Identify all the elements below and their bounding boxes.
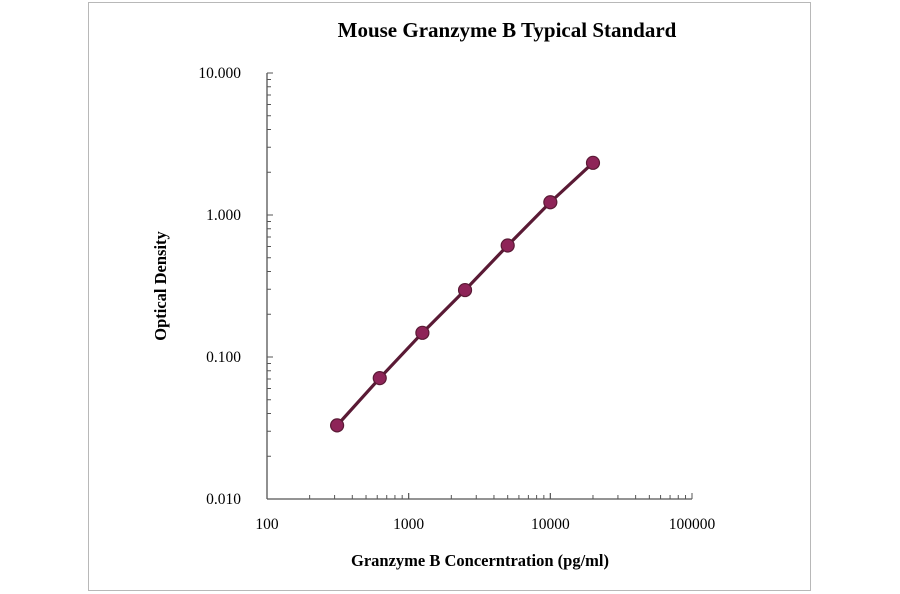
data-point <box>585 155 601 170</box>
x-tick-label: 100 <box>255 516 279 533</box>
data-point <box>500 238 515 253</box>
x-axis-label: Granzyme B Concerntration (pg/ml) <box>351 551 609 570</box>
y-tick-label: 1.000 <box>206 207 241 224</box>
x-tick-label: 10000 <box>531 516 570 533</box>
data-point <box>457 282 473 298</box>
chart-title: Mouse Granzyme B Typical Standard <box>338 18 677 42</box>
y-tick-label: 10.000 <box>198 65 241 82</box>
data-point <box>372 371 387 386</box>
x-tick-label: 1000 <box>393 516 424 533</box>
y-axis-label: Optical Density <box>151 230 170 340</box>
x-tick-label: 100000 <box>669 516 716 533</box>
y-tick-label: 0.010 <box>206 491 241 508</box>
data-point <box>415 325 430 340</box>
data-point <box>330 418 345 433</box>
image-frame <box>88 2 811 591</box>
y-tick-label: 0.100 <box>206 349 241 366</box>
data-point <box>543 195 558 210</box>
